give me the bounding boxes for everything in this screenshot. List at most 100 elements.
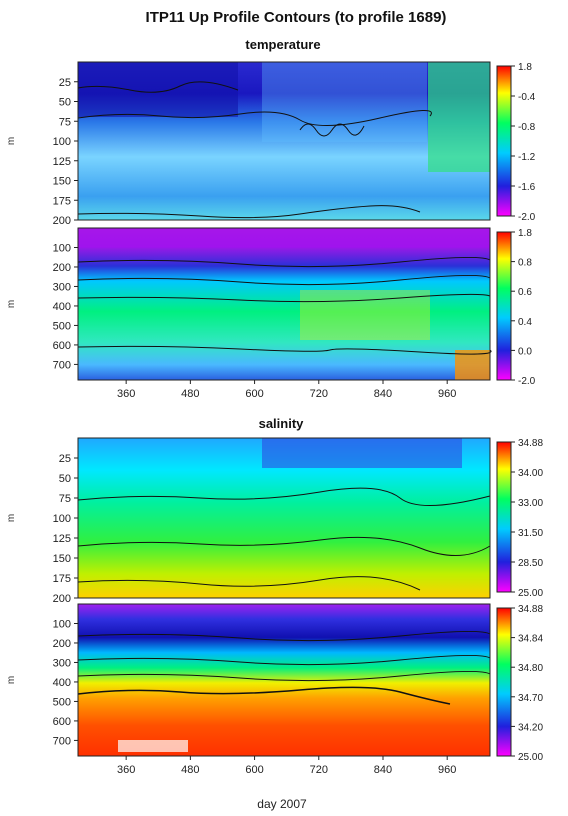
- colorbar-tick-label: 34.88: [518, 604, 543, 615]
- salinity-lower-panel: 100 200 300 400 500 600 700 m 360 480 600 720 840 96…: [6, 603, 543, 776]
- y-tick-label: 50: [59, 97, 71, 109]
- temperature-upper-green-patch: [428, 62, 490, 172]
- temperature-lower-frame: [77, 227, 491, 381]
- contour-line: [77, 274, 491, 286]
- y-tick-label: 100: [53, 618, 71, 630]
- y-tick-label: 700: [53, 359, 71, 371]
- colorbar-scale: [496, 231, 512, 381]
- y-axis-label: m: [6, 514, 17, 522]
- x-tick-label: 720: [310, 764, 328, 776]
- y-tick-label: 200: [53, 215, 71, 227]
- colorbar-tick-label: -0.8: [518, 122, 536, 133]
- y-tick-label: 500: [53, 696, 71, 708]
- contour-line: [77, 686, 451, 705]
- colorbar-tick-label: 34.80: [518, 663, 543, 674]
- y-tick-label: 75: [59, 493, 71, 505]
- y-tick-label: 500: [53, 320, 71, 332]
- x-axis: 360 480 600 720 840 960: [117, 756, 456, 776]
- contour-line: [77, 205, 421, 219]
- y-tick-label: 150: [53, 553, 71, 565]
- temperature-upper-warm-patch: [262, 62, 427, 142]
- x-axis: 360 480 600 720 840 960: [117, 380, 456, 400]
- contour-line: [77, 487, 491, 506]
- temperature-lower-panel: 100 200 300 400 500 600 700 m 360 480 600 720 840 96…: [6, 227, 536, 400]
- y-tick-label: 25: [59, 453, 71, 465]
- x-axis-label: day 2007: [257, 797, 307, 811]
- temperature-lower-top-band: [78, 228, 490, 248]
- y-tick-label: 50: [59, 473, 71, 485]
- colorbar-tick-label: 1.8: [518, 62, 532, 73]
- salinity-lower-frame: [77, 603, 491, 757]
- y-axis: 100 200 300 400 500 600 700 m: [6, 618, 78, 747]
- colorbar-tick-label: -1.2: [518, 152, 536, 163]
- y-tick-label: 175: [53, 573, 71, 585]
- x-tick-label: 960: [438, 388, 456, 400]
- colorbar-tick-label: 28.50: [518, 558, 543, 569]
- y-tick-label: 100: [53, 136, 71, 148]
- colorbar-tick-label: 34.88: [518, 438, 543, 449]
- contour-line: [77, 654, 491, 666]
- y-tick-label: 600: [53, 716, 71, 728]
- contour-line: [77, 293, 491, 303]
- colorbar-tick-label: -0.4: [518, 92, 536, 103]
- contour-line: [77, 630, 491, 642]
- colorbar-tick-label: -1.6: [518, 182, 536, 193]
- y-tick-label: 125: [53, 156, 71, 168]
- colorbar-tick-label: 34.84: [518, 634, 543, 645]
- y-tick-label: 125: [53, 533, 71, 545]
- x-tick-label: 480: [181, 764, 199, 776]
- colorbar-scale: [496, 607, 512, 757]
- x-tick-label: 720: [310, 388, 328, 400]
- x-tick-label: 360: [117, 764, 135, 776]
- x-tick-label: 360: [117, 388, 135, 400]
- colorbar: 34.88 34.00 33.00 31.50 28.50 25.00: [496, 438, 543, 599]
- x-tick-label: 840: [374, 764, 392, 776]
- x-tick-label: 960: [438, 764, 456, 776]
- x-tick-label: 840: [374, 388, 392, 400]
- contour-line: [77, 81, 239, 93]
- contour-line: [77, 109, 432, 126]
- y-axis-label: m: [6, 676, 17, 684]
- temperature-lower-hot-patch: [455, 350, 490, 380]
- y-tick-label: 700: [53, 735, 71, 747]
- y-tick-label: 75: [59, 116, 71, 128]
- x-tick-label: 600: [245, 388, 263, 400]
- y-axis: 25 50 75 100 125 150 175 200 m: [6, 453, 78, 605]
- colorbar-tick-label: 34.00: [518, 468, 543, 479]
- contour-line: [77, 576, 421, 591]
- colorbar-tick-label: 0.0: [518, 346, 532, 357]
- salinity-upper-fresh-patch: [262, 438, 462, 468]
- y-tick-label: 200: [53, 638, 71, 650]
- colorbar-tick-label: -2.0: [518, 376, 536, 387]
- y-axis-label: m: [6, 300, 17, 308]
- contour-line: [77, 345, 492, 355]
- y-axis: 100 200 300 400 500 600 700 m: [6, 242, 78, 371]
- colorbar-tick-label: 33.00: [518, 498, 543, 509]
- colorbar-tick-label: 25.00: [518, 588, 543, 599]
- colorbar-tick-label: 34.70: [518, 693, 543, 704]
- y-tick-label: 600: [53, 340, 71, 352]
- y-axis-label: m: [6, 137, 17, 145]
- colorbar-tick-label: 34.20: [518, 722, 543, 733]
- colorbar-tick-label: 0.4: [518, 317, 532, 328]
- contour-line: [299, 123, 365, 137]
- colorbar-scale: [496, 65, 512, 217]
- y-tick-label: 300: [53, 281, 71, 293]
- colorbar-tick-label: 0.8: [518, 258, 532, 269]
- y-tick-label: 200: [53, 593, 71, 605]
- contour-line: [77, 536, 491, 557]
- contour-line: [77, 256, 491, 268]
- x-tick-label: 600: [245, 764, 263, 776]
- temperature-section-title: temperature: [245, 37, 320, 52]
- colorbar-tick-label: 25.00: [518, 752, 543, 763]
- colorbar-scale: [496, 441, 512, 593]
- temperature-lower-field: [78, 228, 490, 380]
- colorbar: 34.88 34.84 34.80 34.70 34.20 25.00: [496, 604, 543, 763]
- y-tick-label: 300: [53, 657, 71, 669]
- figure-title: ITP11 Up Profile Contours (to profile 16…: [146, 9, 447, 26]
- y-tick-label: 100: [53, 513, 71, 525]
- salinity-section-title: salinity: [259, 416, 305, 431]
- temperature-upper-cold-band: [78, 62, 238, 117]
- y-axis: 25 50 75 100 125 150 175 200 m: [6, 77, 78, 227]
